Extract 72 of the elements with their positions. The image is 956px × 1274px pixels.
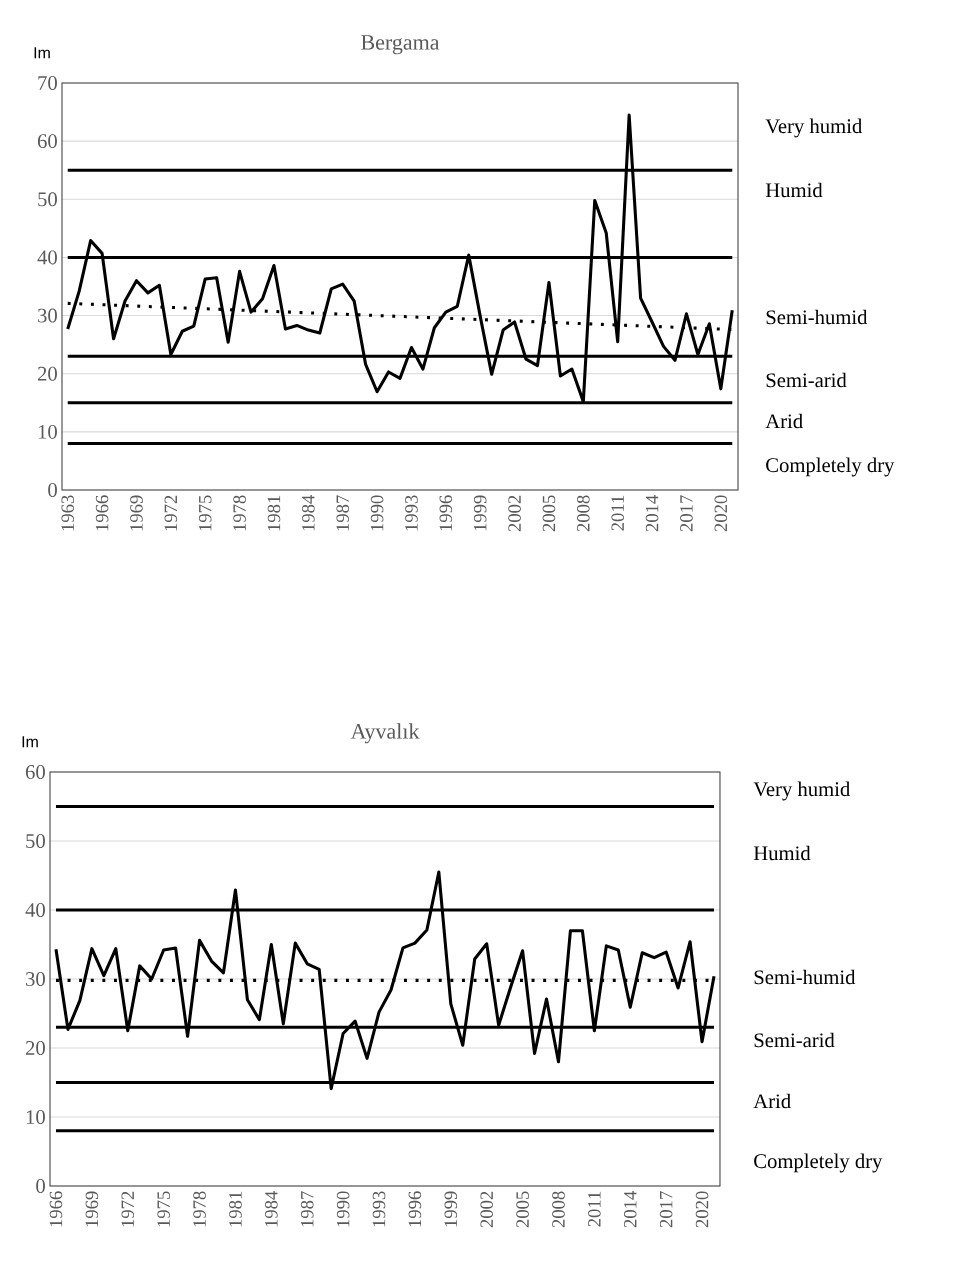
x-tick-label: 1963 (61, 495, 75, 531)
x-tick-label: 1996 (408, 1191, 422, 1227)
text: Humid (753, 845, 811, 861)
x-tick-label: 2008 (577, 495, 590, 532)
y-tick-label: 60 (37, 134, 57, 149)
y-axis-title: Im (22, 736, 38, 748)
text: Humid (765, 182, 823, 198)
text: Semi-humid (754, 969, 856, 985)
x-tick-label: 1969 (130, 495, 143, 531)
y-tick-label: 20 (37, 366, 57, 381)
x-tick-label: 1987 (336, 495, 350, 531)
y-tick-label: 0 (48, 483, 57, 497)
text: Arid (753, 1093, 791, 1109)
text: Semi-arid (766, 372, 847, 388)
text: Very humid (765, 118, 863, 138)
x-tick-label: 1984 (265, 1190, 278, 1227)
x-tick-label: 1972 (121, 1191, 135, 1227)
x-tick-label: 1975 (157, 1191, 170, 1227)
x-tick-label: 1972 (164, 495, 178, 531)
y-tick-label: 20 (25, 1041, 45, 1055)
x-tick-label: 2002 (508, 495, 521, 532)
x-tick-label: 2005 (516, 1191, 529, 1228)
y-tick-label: 40 (25, 903, 45, 917)
x-tick-label: 2020 (714, 495, 728, 532)
y-tick-label: 30 (26, 972, 45, 986)
x-tick-label: 1966 (49, 1191, 63, 1227)
x-tick-label: 2005 (542, 495, 556, 532)
chart-title: Ayvalık (350, 723, 420, 744)
y-tick-label: 10 (26, 1110, 45, 1124)
x-tick-label: 1990 (336, 1191, 350, 1227)
x-tick-label: 1993 (405, 495, 418, 531)
x-tick-label: 1978 (233, 495, 246, 531)
line-series (66, 113, 734, 404)
x-tick-label: 2002 (480, 1191, 493, 1228)
y-axis-title: Im (34, 47, 50, 59)
x-tick-label: 2008 (552, 1191, 565, 1228)
x-tick-label: 1969 (85, 1191, 99, 1227)
x-tick-label: 1990 (370, 495, 384, 531)
x-tick-label: 1966 (95, 495, 109, 531)
y-tick-label: 50 (26, 834, 45, 848)
x-tick-label: 2017 (680, 495, 693, 532)
x-tick-label: 1978 (193, 1191, 206, 1227)
x-tick-label: 1999 (444, 1191, 458, 1227)
x-tick-label: 1999 (473, 495, 487, 531)
x-tick-label: 2011 (588, 1191, 601, 1227)
y-tick-label: 70 (38, 76, 57, 90)
x-tick-label: 1975 (198, 495, 212, 531)
x-tick-label: 1981 (229, 1191, 242, 1227)
y-tick-label: 40 (37, 250, 57, 265)
y-tick-label: 10 (38, 424, 57, 439)
y-tick-label: 50 (38, 192, 57, 207)
text: Semi-arid (754, 1032, 835, 1048)
x-tick-label: 1996 (439, 495, 453, 531)
line-series (54, 870, 716, 1091)
x-tick-label: 1984 (302, 494, 315, 531)
text: Semi-humid (766, 309, 868, 325)
y-tick-label: 30 (38, 308, 57, 323)
x-tick-label: 2014 (623, 1190, 637, 1228)
y-tick-label: 60 (25, 765, 45, 779)
x-tick-label: 2011 (611, 495, 624, 531)
text: Arid (765, 413, 803, 429)
chart-title: Bergama (361, 35, 440, 55)
x-tick-label: 1993 (372, 1191, 386, 1227)
text: Completely dry (766, 457, 895, 477)
x-tick-label: 2020 (695, 1191, 709, 1228)
x-tick-label: 1981 (267, 495, 281, 531)
text: Completely dry (754, 1153, 883, 1173)
x-tick-label: 2014 (645, 494, 659, 532)
text: Very humid (753, 781, 851, 801)
x-tick-label: 1987 (300, 1191, 314, 1227)
x-tick-label: 2017 (659, 1191, 673, 1228)
y-tick-label: 0 (36, 1179, 45, 1193)
